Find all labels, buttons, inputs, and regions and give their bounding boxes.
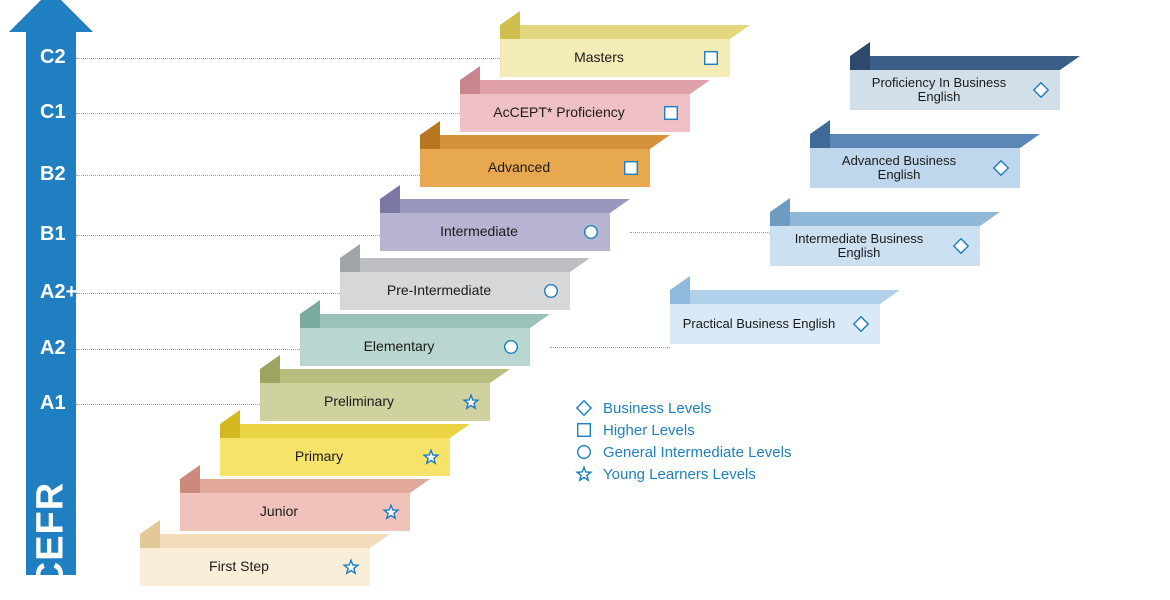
guide-line <box>76 58 500 59</box>
circle-icon <box>542 282 560 300</box>
legend-label: General Intermediate Levels <box>603 444 791 461</box>
step-label: Intermediate <box>440 224 518 239</box>
cefr-level-a2: A2 <box>40 337 66 360</box>
step-label: Practical Business English <box>683 317 835 331</box>
cefr-level-b2: B2 <box>40 163 66 186</box>
step-label: Advanced Business English <box>820 154 978 183</box>
diamond-icon <box>1032 81 1050 99</box>
step-label: Primary <box>295 449 343 464</box>
cefr-level-b1: B1 <box>40 223 66 246</box>
star-icon <box>462 393 480 411</box>
guide-line <box>76 113 460 114</box>
legend-label: Young Learners Levels <box>603 466 756 483</box>
legend-item-circle: General Intermediate Levels <box>575 443 791 461</box>
legend-item-square: Higher Levels <box>575 421 791 439</box>
cefr-level-a2plus: A2+ <box>40 281 77 304</box>
guide-line <box>76 349 300 350</box>
guide-line <box>76 293 340 294</box>
star-icon <box>422 448 440 466</box>
square-icon <box>575 421 593 439</box>
star-icon <box>382 503 400 521</box>
cefr-level-a1: A1 <box>40 392 66 415</box>
step-label: Intermediate Business English <box>780 232 938 261</box>
square-icon <box>622 159 640 177</box>
diamond-icon <box>992 159 1010 177</box>
cefr-axis-title: CEFR <box>30 482 73 589</box>
legend: Business Levels Higher Levels General Inte… <box>575 395 791 487</box>
step-label: Pre-Intermediate <box>387 283 491 298</box>
diamond-icon <box>575 399 593 417</box>
diamond-icon <box>852 315 870 333</box>
step-label: Proficiency In Business English <box>860 76 1018 105</box>
step-label: First Step <box>209 559 269 574</box>
step-label: Advanced <box>488 160 550 175</box>
cefr-level-c2: C2 <box>40 46 66 69</box>
step-label: Junior <box>260 504 298 519</box>
legend-item-diamond: Business Levels <box>575 399 791 417</box>
star-icon <box>575 465 593 483</box>
step-label: Masters <box>574 50 624 65</box>
circle-icon <box>502 338 520 356</box>
legend-label: Business Levels <box>603 400 711 417</box>
star-icon <box>342 558 360 576</box>
cefr-diagram: CEFR C2 C1 B2 B1 A2+ A2 A1 Masters AcCEPT* Prof… <box>0 0 1170 600</box>
square-icon <box>662 104 680 122</box>
square-icon <box>702 49 720 67</box>
connector-line <box>630 232 770 233</box>
diamond-icon <box>952 237 970 255</box>
circle-icon <box>575 443 593 461</box>
connector-line <box>550 347 670 348</box>
guide-line <box>76 404 260 405</box>
legend-label: Higher Levels <box>603 422 695 439</box>
circle-icon <box>582 223 600 241</box>
guide-line <box>76 235 380 236</box>
step-label: AcCEPT* Proficiency <box>493 105 624 120</box>
cefr-level-c1: C1 <box>40 101 66 124</box>
legend-item-star: Young Learners Levels <box>575 465 791 483</box>
step-label: Elementary <box>364 339 435 354</box>
step-label: Preliminary <box>324 394 394 409</box>
guide-line <box>76 175 420 176</box>
